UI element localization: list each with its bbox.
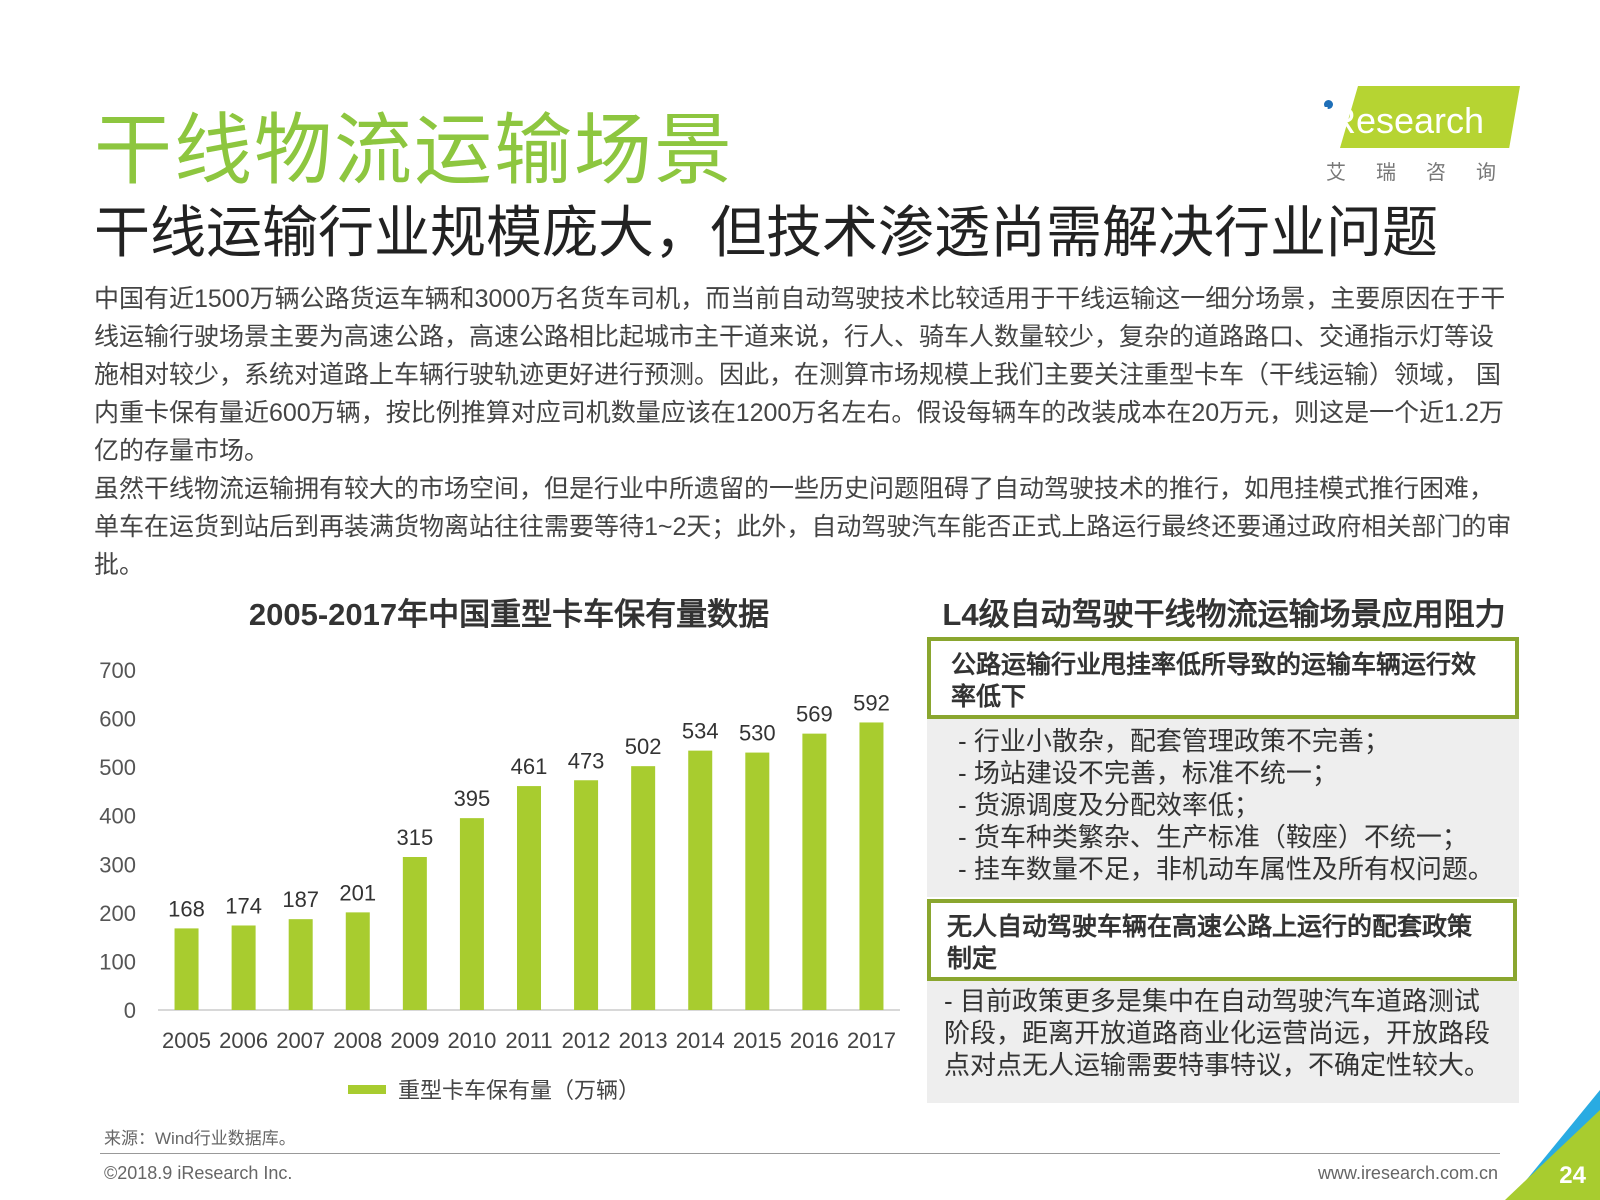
bar (574, 780, 599, 1010)
page-title: 干线物流运输场景 (94, 106, 735, 194)
x-tick-label: 2016 (790, 1028, 839, 1053)
bar (459, 818, 484, 1010)
bar (688, 750, 713, 1010)
x-tick-label: 2008 (333, 1028, 382, 1053)
x-tick-label: 2015 (733, 1028, 782, 1053)
bar (745, 752, 770, 1010)
x-tick-label: 2009 (390, 1028, 439, 1053)
obstacle-item: - 行业小散杂，配套管理政策不完善； (958, 726, 1390, 756)
data-label: 530 (739, 721, 776, 746)
y-tick-label: 600 (99, 707, 136, 732)
data-label: 201 (339, 880, 376, 905)
y-tick-label: 500 (99, 755, 136, 780)
bar (174, 928, 199, 1010)
data-label: 502 (625, 734, 662, 759)
obstacle-item: - 场站建设不完善，标准不统一； (958, 758, 1338, 788)
chart-title: 2005-2017年中国重型卡车保有量数据 (248, 597, 770, 632)
x-tick-label: 2012 (562, 1028, 611, 1053)
iresearch-logo: iResearch 艾瑞咨询 (1320, 86, 1525, 186)
obstacle-heading-1: 公路运输行业甩挂率低所导致的运输车辆运行效率低下 (927, 637, 1519, 719)
x-tick-label: 2014 (676, 1028, 725, 1053)
logo-dot-icon (1324, 100, 1333, 109)
logo-band (1340, 86, 1520, 148)
data-label: 592 (853, 690, 890, 715)
source-note: 来源：Wind行业数据库。 (104, 1129, 296, 1148)
data-label: 473 (568, 748, 605, 773)
data-label: 569 (796, 702, 833, 727)
chart-legend: 重型卡车保有量（万辆） (348, 1074, 640, 1104)
page-number: 24 (1559, 1162, 1586, 1189)
x-tick-label: 2011 (505, 1028, 552, 1053)
data-label: 315 (396, 825, 433, 850)
obstacle-list-1: - 行业小散杂，配套管理政策不完善； - 场站建设不完善，标准不统一； - 货源… (927, 719, 1519, 897)
body-paragraph-1: 中国有近1500万辆公路货运车辆和3000万名货车司机，而当前自动驾驶技术比较适… (94, 285, 1506, 465)
y-tick-label: 400 (99, 804, 136, 829)
bar (231, 925, 256, 1010)
x-tick-label: 2017 (847, 1028, 896, 1053)
obstacle-heading-2: 无人自动驾驶车辆在高速公路上运行的配套政策制定 (927, 899, 1517, 981)
y-tick-label: 200 (99, 901, 136, 926)
legend-label: 重型卡车保有量（万辆） (398, 1078, 641, 1103)
bar (802, 733, 827, 1010)
data-label: 534 (682, 719, 719, 744)
logo-subtext: 艾瑞咨询 (1326, 162, 1526, 184)
data-label: 187 (282, 887, 319, 912)
y-tick-label: 700 (99, 658, 136, 683)
x-tick-label: 2010 (447, 1028, 496, 1053)
data-label: 461 (511, 754, 548, 779)
bar (631, 766, 656, 1010)
panel-title: L4级自动驾驶干线物流运输场景应用阻力 (942, 597, 1506, 632)
bar-chart-svg: 0 100 200 300 400 500 600 700 168 2005 174 2006 187 2… (99, 658, 900, 1053)
data-label: 395 (454, 786, 491, 811)
bar (517, 786, 541, 1010)
data-label: 174 (225, 893, 262, 918)
bar (402, 857, 427, 1010)
obstacle-item: - 挂车数量不足，非机动车属性及所有权问题。 (958, 854, 1494, 884)
bar-chart: 0 100 200 300 400 500 600 700 168 2005 174 2006 187 2… (90, 640, 920, 1110)
bar (288, 919, 313, 1010)
copyright: ©2018.9 iResearch Inc. (104, 1163, 293, 1183)
x-tick-label: 2013 (619, 1028, 668, 1053)
y-tick-label: 0 (124, 998, 136, 1023)
x-tick-label: 2005 (162, 1028, 211, 1053)
legend-swatch (348, 1084, 386, 1094)
logo-text: iResearch (1322, 100, 1485, 141)
footer-divider (100, 1153, 1500, 1154)
obstacle-item: - 货车种类繁杂、生产标准（鞍座）不统一； (958, 822, 1468, 852)
body-paragraph-2: 虽然干线物流运输拥有较大的市场空间，但是行业中所遗留的一些历史问题阻碍了自动驾驶… (94, 475, 1512, 579)
body-text: 中国有近1500万辆公路货运车辆和3000万名货车司机，而当前自动驾驶技术比较适… (94, 280, 1514, 584)
x-tick-label: 2007 (276, 1028, 325, 1053)
x-tick-label: 2006 (219, 1028, 268, 1053)
obstacle-item: - 货源调度及分配效率低； (958, 790, 1260, 820)
page-subtitle: 干线运输行业规模庞大，但技术渗透尚需解决行业问题 (94, 201, 1438, 264)
website-link[interactable]: www.iresearch.com.cn (1317, 1163, 1498, 1183)
bar (859, 722, 884, 1010)
obstacle-text-2: - 目前政策更多是集中在自动驾驶汽车道路测试阶段，距离开放道路商业化运营尚远，开… (927, 981, 1519, 1103)
y-tick-label: 300 (99, 852, 136, 877)
data-label: 168 (168, 896, 205, 921)
y-tick-label: 100 (99, 949, 136, 974)
bar (345, 912, 370, 1010)
